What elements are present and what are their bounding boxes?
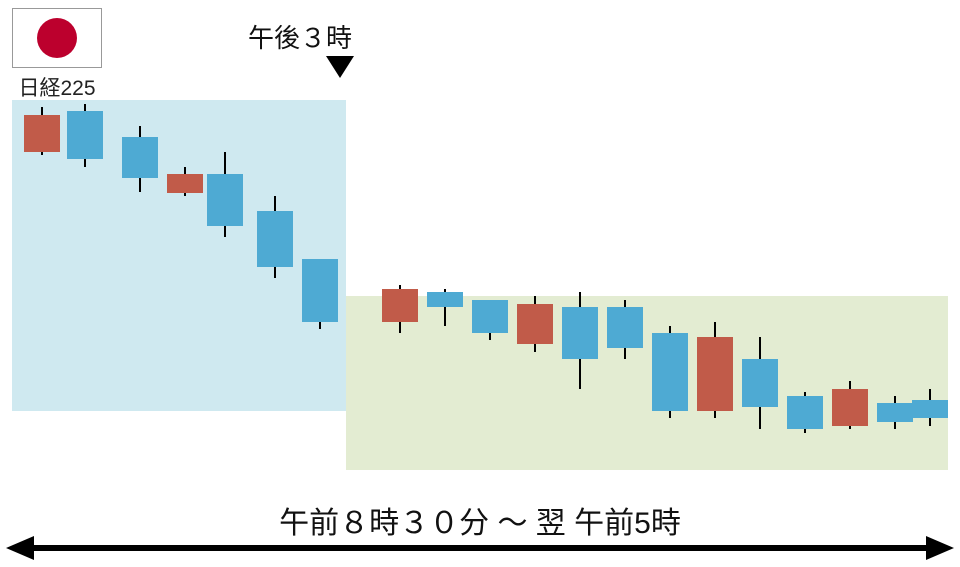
candle-body	[207, 174, 243, 226]
candle-body	[67, 111, 103, 159]
candle	[427, 100, 463, 470]
candle	[832, 100, 868, 470]
pm3-time-label: 午後３時	[248, 18, 352, 55]
index-header: 日経225	[12, 8, 102, 102]
candle	[742, 100, 778, 470]
candle-body	[427, 292, 463, 307]
candle-body	[832, 389, 868, 426]
candle-body	[652, 333, 688, 411]
candle-body	[24, 115, 60, 152]
candle	[24, 100, 60, 470]
candle-body	[787, 396, 823, 429]
candle-body	[607, 307, 643, 348]
candle	[257, 100, 293, 470]
candle-body	[302, 259, 338, 322]
candle	[607, 100, 643, 470]
flag-circle	[37, 18, 77, 58]
candle	[67, 100, 103, 470]
candle-body	[382, 289, 418, 322]
candle-body	[167, 174, 203, 193]
candle	[787, 100, 823, 470]
candle-body	[742, 359, 778, 407]
time-range-arrow	[26, 545, 934, 551]
arrow-right-icon	[926, 536, 954, 560]
candle-body	[517, 304, 553, 345]
index-name-label: 日経225	[18, 72, 95, 102]
candle-body	[877, 403, 913, 422]
candle	[167, 100, 203, 470]
candle	[207, 100, 243, 470]
candle	[382, 100, 418, 470]
candle-body	[472, 300, 508, 333]
candle	[517, 100, 553, 470]
candle-body	[697, 337, 733, 411]
trading-hours-label: 午前８時３０分 ～ 翌 午前5時	[0, 498, 960, 542]
candle	[697, 100, 733, 470]
japan-flag-icon	[12, 8, 102, 68]
candle-body	[912, 400, 948, 419]
candle	[652, 100, 688, 470]
candle-body	[257, 211, 293, 267]
candle	[877, 100, 913, 470]
candle	[912, 100, 948, 470]
candle-body	[562, 307, 598, 359]
arrow-left-icon	[6, 536, 34, 560]
candle	[562, 100, 598, 470]
triangle-down-icon	[326, 56, 354, 78]
candle	[122, 100, 158, 470]
candlestick-chart	[12, 100, 948, 470]
candle	[302, 100, 338, 470]
candle-body	[122, 137, 158, 178]
candle	[472, 100, 508, 470]
